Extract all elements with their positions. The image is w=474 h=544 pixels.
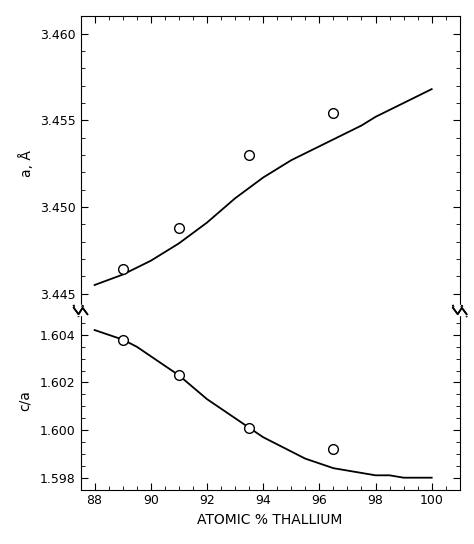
- X-axis label: ATOMIC % THALLIUM: ATOMIC % THALLIUM: [198, 513, 343, 527]
- Y-axis label: c/a: c/a: [18, 390, 32, 411]
- Bar: [72, 305, 89, 318]
- Bar: [72, 307, 89, 315]
- Y-axis label: a, Å: a, Å: [19, 150, 35, 177]
- Bar: [451, 305, 468, 318]
- Bar: [451, 307, 468, 315]
